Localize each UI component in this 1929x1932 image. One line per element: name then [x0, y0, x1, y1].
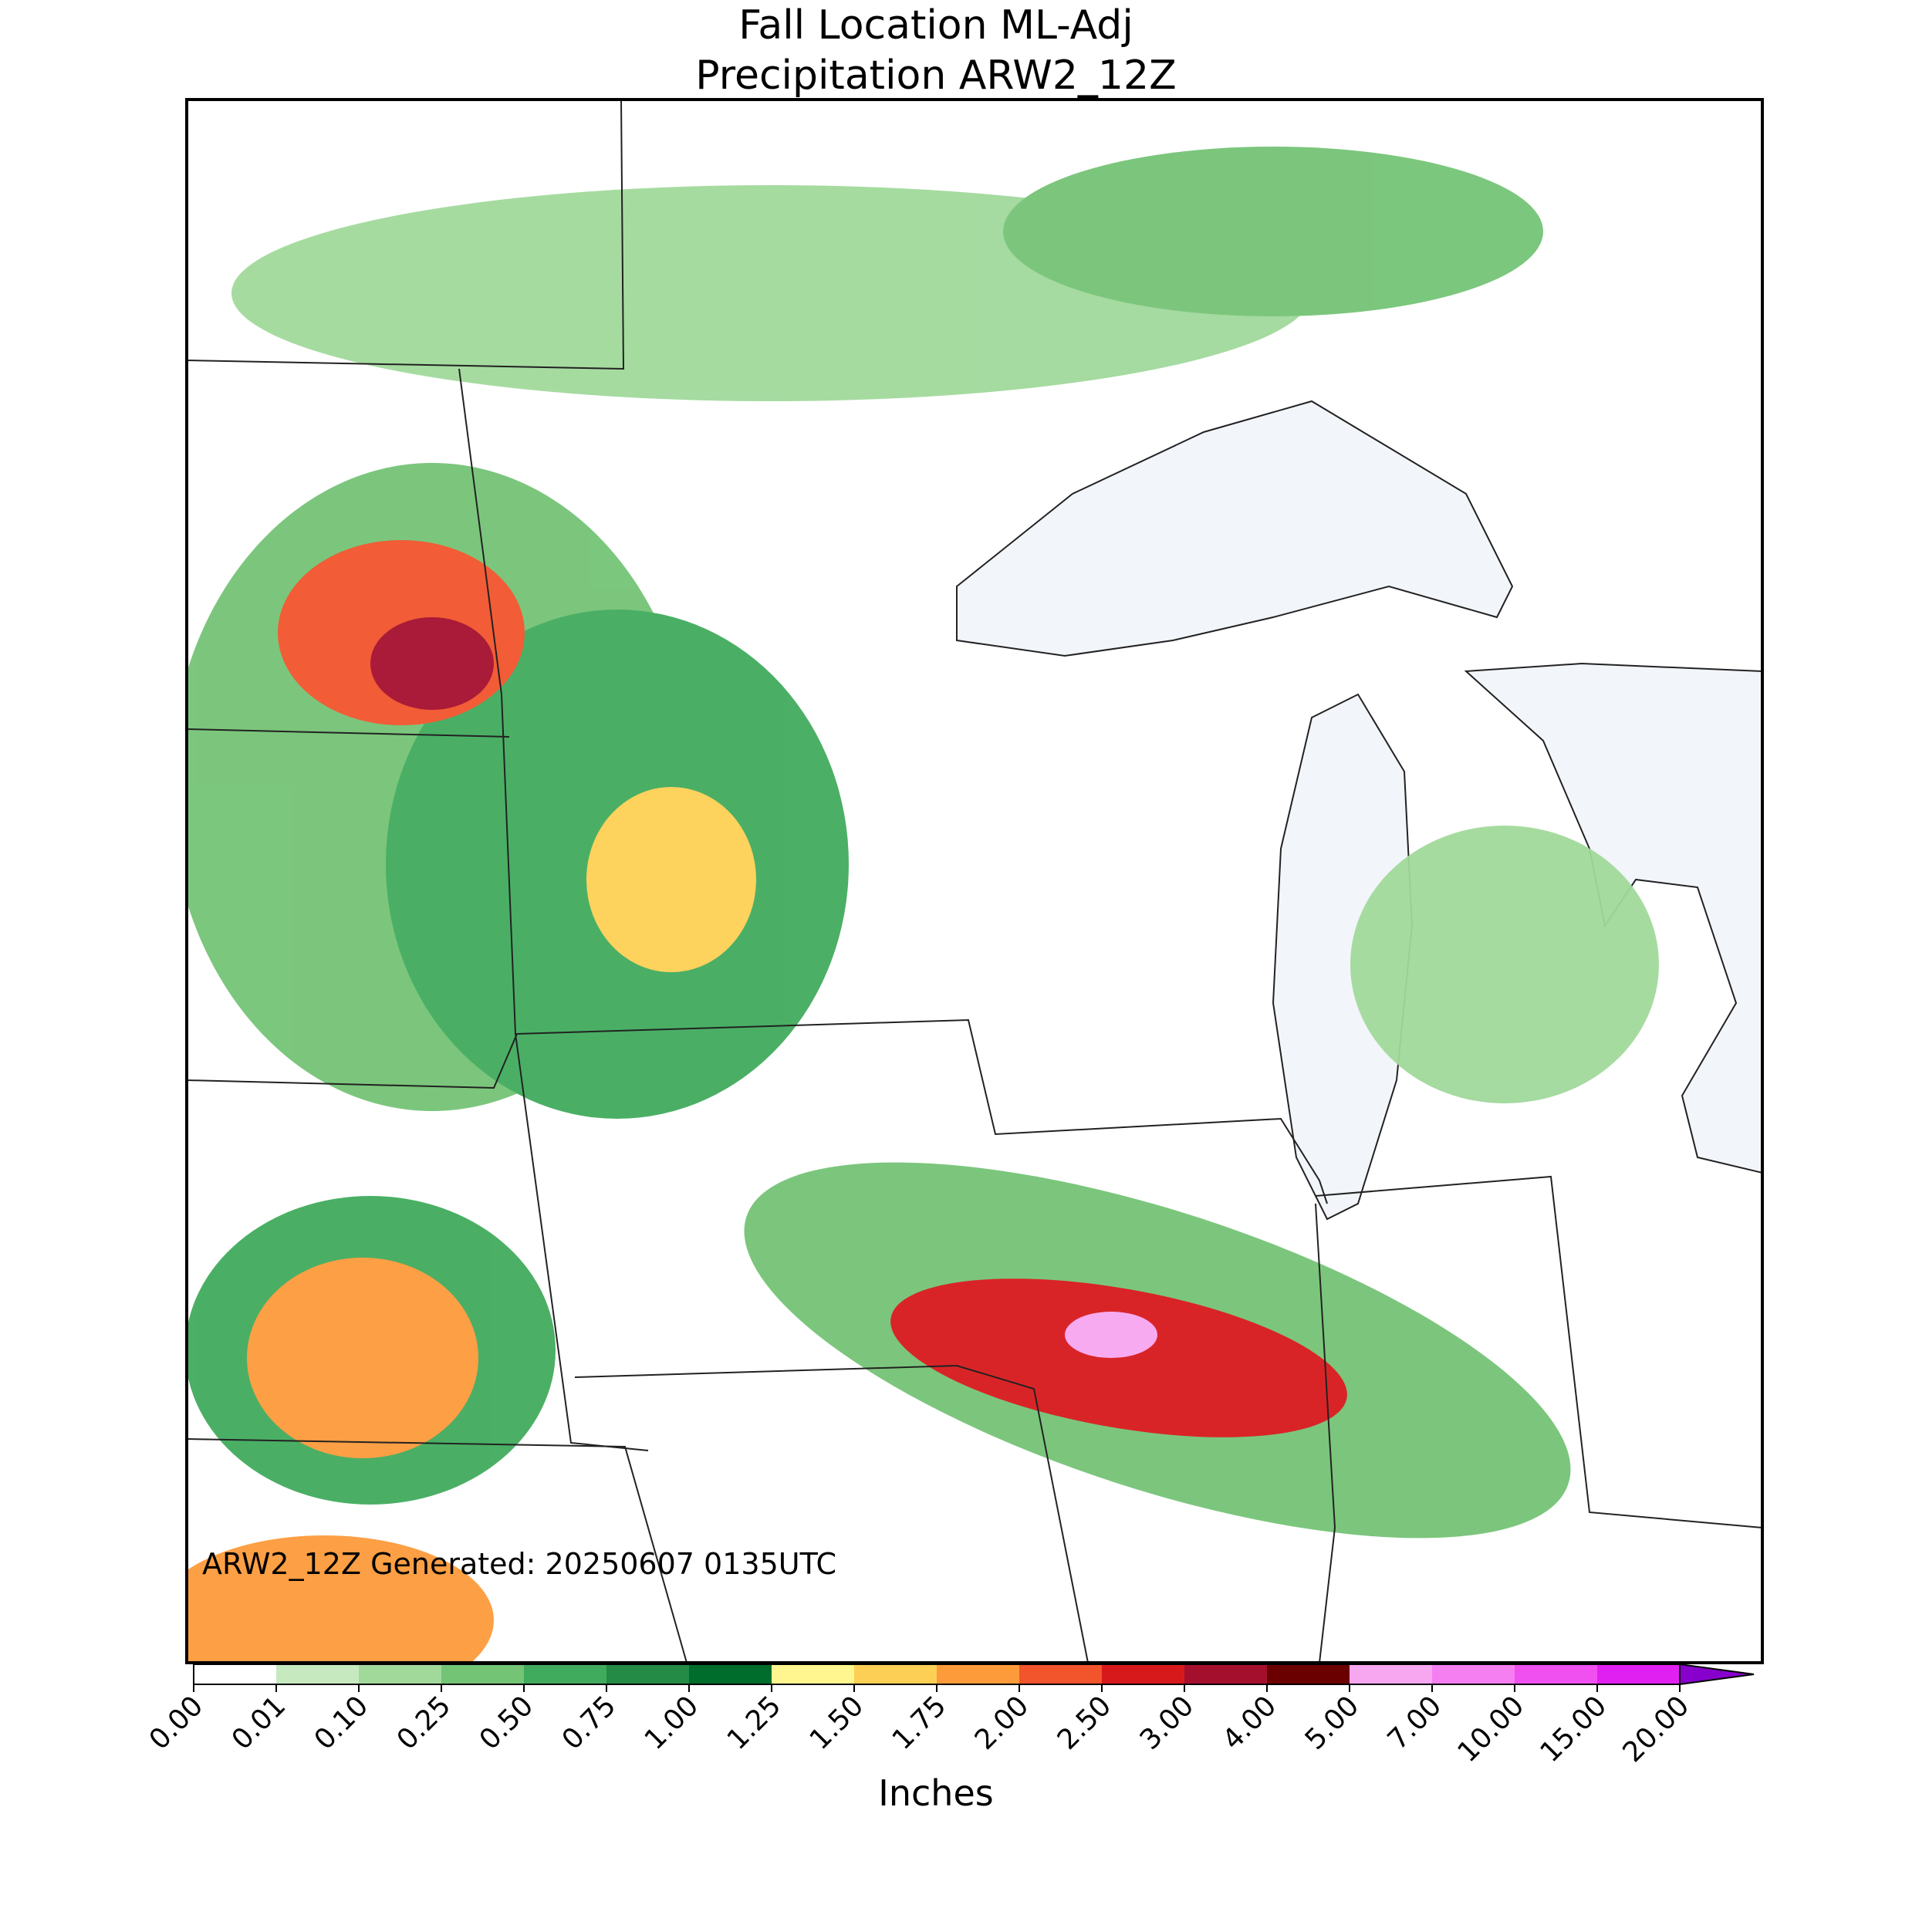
precip-area: [370, 617, 494, 710]
precip-area: [247, 1258, 478, 1458]
colorbar-tick-label: 0.01: [226, 1690, 292, 1756]
colorbar-segment: [1597, 1664, 1681, 1684]
colorbar-tick-label: 2.50: [1052, 1690, 1118, 1756]
colorbar-label: Inches: [878, 1772, 993, 1814]
map-frame: [185, 98, 1764, 1664]
colorbar-segment: [1184, 1664, 1268, 1684]
colorbar-segment: [441, 1664, 525, 1684]
colorbar-segment: [1432, 1664, 1515, 1684]
colorbar-segment: [689, 1664, 772, 1684]
colorbar-segment: [359, 1664, 442, 1684]
border: [1315, 1203, 1336, 1663]
colorbar-tick-label: 2.00: [969, 1690, 1035, 1756]
colorbar-segment: [524, 1664, 607, 1684]
colorbar-tick-label: 0.75: [556, 1690, 623, 1756]
precip-area: [1003, 147, 1543, 316]
colorbar-extend: [1679, 1663, 1755, 1686]
colorbar-segment: [1019, 1664, 1103, 1684]
colorbar-tick-label: 20.00: [1617, 1690, 1695, 1768]
colorbar-segment: [1267, 1664, 1350, 1684]
lake-michigan: [1272, 693, 1414, 1221]
colorbar-tick-label: 7.00: [1382, 1690, 1448, 1756]
colorbar-segment: [194, 1664, 277, 1684]
colorbar-segment: [606, 1664, 690, 1684]
title-line1: Fall Location ML-Adj: [738, 2, 1133, 49]
colorbar-tick-label: 1.25: [721, 1690, 788, 1756]
border: [187, 100, 625, 370]
colorbar: 0.00 0.01 0.10 0.25 0.50 0.75 1.00 1.25 1.50 1.75…: [144, 1663, 1755, 1768]
precip-area: [890, 1278, 1347, 1437]
colorbar-segment: [1515, 1664, 1598, 1684]
colorbar-tick-label: 10.00: [1451, 1690, 1530, 1768]
map: [187, 100, 1762, 1663]
colorbar-tick-label: 1.50: [804, 1690, 870, 1756]
colorbar-tick-label: 4.00: [1217, 1690, 1283, 1756]
colorbar-segment: [854, 1664, 937, 1684]
colorbar-tick-label: 0.10: [309, 1690, 375, 1756]
borders: [187, 100, 1762, 1663]
colorbar-segment: [276, 1664, 360, 1684]
colorbar-tick-label: 0.25: [391, 1690, 458, 1756]
precip-field: [187, 147, 1659, 1663]
border: [187, 1438, 687, 1663]
annotation: ARW2_12Z Generated: 20250607 0135UTC: [202, 1547, 836, 1581]
precip-area: [1065, 1312, 1157, 1358]
lake-superior: [956, 400, 1514, 657]
border: [187, 728, 510, 738]
colorbar-tick-label: 1.00: [639, 1690, 705, 1756]
colorbar-segment: [1350, 1664, 1433, 1684]
border: [1315, 1175, 1762, 1528]
colorbar-tick-label: 0.50: [474, 1690, 540, 1756]
precip-area: [187, 1535, 494, 1663]
border: [458, 368, 649, 1451]
border: [187, 1018, 1328, 1204]
title-line2: Precipitation ARW2_12Z: [695, 52, 1176, 99]
colorbar-tick-label: 5.00: [1299, 1690, 1366, 1756]
border: [574, 1364, 1089, 1663]
colorbar-tick-label: 15.00: [1534, 1690, 1613, 1768]
colorbar-tick-label: 1.75: [887, 1690, 953, 1756]
precip-area: [1350, 826, 1659, 1103]
colorbar-segment: [937, 1664, 1020, 1684]
colorbar-tick-label: 0.00: [144, 1690, 210, 1756]
colorbar-segment: [1102, 1664, 1185, 1684]
precip-area: [586, 787, 756, 972]
colorbar-tick-label: 3.00: [1134, 1690, 1201, 1756]
colorbar-segment: [772, 1664, 855, 1684]
